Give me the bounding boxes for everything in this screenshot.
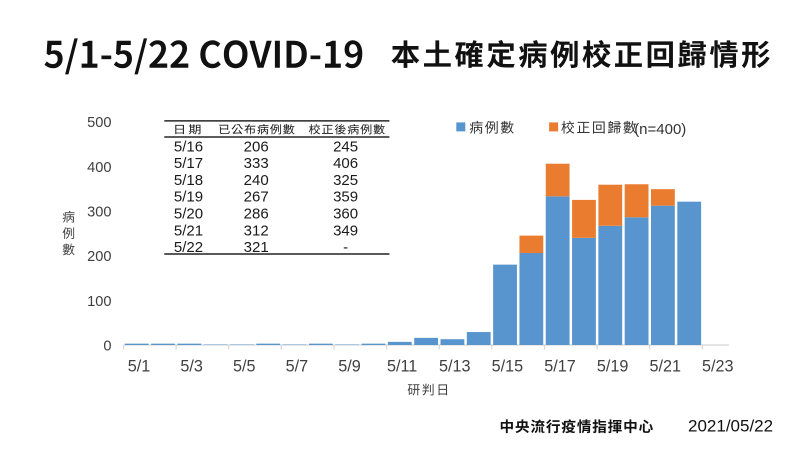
svg-text:2021/05/22: 2021/05/22 [688,416,773,435]
svg-text:5/22: 5/22 [174,239,203,256]
svg-text:5/21: 5/21 [174,222,203,239]
svg-text:5/19: 5/19 [597,358,629,376]
svg-text:5/18: 5/18 [174,172,203,189]
svg-text:206: 206 [244,138,269,155]
svg-text:5/15: 5/15 [492,358,524,376]
svg-text:300: 300 [87,204,111,220]
svg-text:5/23: 5/23 [702,358,734,376]
svg-text:333: 333 [244,155,269,172]
svg-text:5/5: 5/5 [233,358,256,376]
svg-text:5/11: 5/11 [387,358,417,376]
svg-text:100: 100 [87,294,111,310]
svg-text:245: 245 [333,138,358,155]
svg-text:406: 406 [333,155,358,172]
svg-text:267: 267 [244,189,269,206]
svg-text:5/16: 5/16 [174,138,203,155]
svg-text:-: - [343,239,348,256]
svg-text:200: 200 [87,249,111,265]
svg-text:(n=400): (n=400) [634,121,686,138]
svg-text:359: 359 [333,189,358,206]
svg-text:5/17: 5/17 [174,155,203,172]
svg-text:5/19: 5/19 [174,189,203,206]
svg-text:360: 360 [333,206,358,223]
svg-text:312: 312 [244,222,269,239]
svg-text:321: 321 [244,239,269,256]
svg-text:5/7: 5/7 [286,358,309,376]
svg-text:349: 349 [333,222,358,239]
svg-text:500: 500 [87,115,111,131]
svg-text:240: 240 [244,172,269,189]
svg-text:5/9: 5/9 [338,358,361,376]
svg-text:325: 325 [333,172,358,189]
svg-text:0: 0 [103,338,111,354]
svg-text:5/20: 5/20 [174,206,203,223]
svg-text:400: 400 [87,160,111,176]
svg-text:5/17: 5/17 [544,358,576,376]
svg-text:5/1: 5/1 [128,358,151,376]
svg-text:286: 286 [244,206,269,223]
svg-text:5/3: 5/3 [180,358,203,376]
svg-text:5/21: 5/21 [649,358,681,376]
svg-text:5/13: 5/13 [439,358,471,376]
